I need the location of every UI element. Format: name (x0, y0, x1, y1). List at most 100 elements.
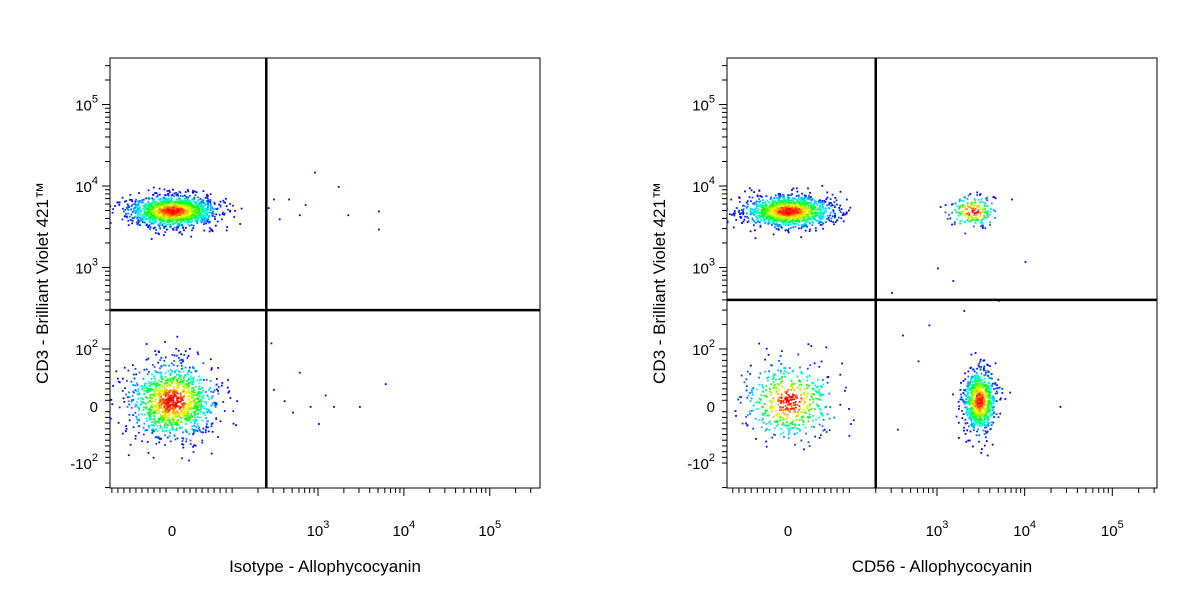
event-dot (823, 200, 825, 202)
event-dot (752, 387, 754, 389)
event-dot (157, 393, 159, 395)
event-dot (183, 379, 185, 381)
event-dot (126, 216, 128, 218)
x-tick-label: 103 (307, 519, 330, 540)
event-dot (219, 214, 221, 216)
event-dot (974, 379, 976, 381)
event-dot (131, 214, 133, 216)
event-dot (150, 394, 152, 396)
event-dot (185, 429, 187, 431)
event-dot (148, 427, 150, 429)
event-dot (781, 417, 783, 419)
event-dot (122, 433, 124, 435)
event-dot (188, 370, 190, 372)
event-dot (168, 395, 170, 397)
event-dot (964, 419, 966, 421)
event-dot (726, 208, 728, 210)
event-dot (183, 371, 185, 373)
event-dot (202, 205, 204, 207)
event-dot (131, 407, 133, 409)
event-dot (192, 378, 194, 380)
event-dot (187, 410, 189, 412)
event-dot (778, 384, 780, 386)
event-dot (168, 190, 170, 192)
event-dot (746, 378, 748, 380)
event-dot (765, 202, 767, 204)
event-dot (207, 204, 209, 206)
event-dot (193, 389, 195, 391)
event-dot (200, 198, 202, 200)
event-dot (958, 405, 960, 407)
event-dot (752, 219, 754, 221)
event-dot (789, 206, 791, 208)
event-dot (787, 208, 789, 210)
event-dot (821, 212, 823, 214)
event-dot (742, 212, 744, 214)
event-dot (114, 205, 116, 207)
event-dot (791, 423, 793, 425)
event-dot (761, 196, 763, 198)
event-dot (975, 352, 977, 354)
event-dot (808, 343, 810, 345)
event-dot (174, 394, 176, 396)
event-dot (119, 407, 121, 409)
event-dot (126, 207, 128, 209)
event-dot (137, 208, 139, 210)
event-dot (808, 195, 810, 197)
event-dot (772, 397, 774, 399)
event-dot (138, 210, 140, 212)
event-dot (785, 219, 787, 221)
event-dot (181, 365, 183, 367)
event-dot (146, 212, 148, 214)
event-dot (796, 397, 798, 399)
event-dot (157, 430, 159, 432)
event-dot (144, 213, 146, 215)
event-dot (802, 424, 804, 426)
event-dot (774, 226, 776, 228)
event-dot (122, 378, 124, 380)
event-dot (818, 417, 820, 419)
event-dot (201, 442, 203, 444)
event-dot (197, 394, 199, 396)
event-dot (141, 403, 143, 405)
event-dot (110, 222, 112, 224)
event-dot (185, 210, 187, 212)
event-dot (760, 204, 762, 206)
event-dot (965, 441, 967, 443)
event-dot (132, 220, 134, 222)
event-dot (143, 387, 145, 389)
event-dot (192, 199, 194, 201)
event-dot (159, 226, 161, 228)
y-tick-label: -102 (70, 452, 98, 473)
event-dot (966, 430, 968, 432)
event-dot (166, 430, 168, 432)
event-dot (160, 373, 162, 375)
event-dot (833, 211, 835, 213)
event-dot (766, 348, 768, 350)
event-dot (788, 389, 790, 391)
event-dot (133, 374, 135, 376)
event-dot (771, 410, 773, 412)
event-dot (161, 415, 163, 417)
event-dot (1009, 392, 1011, 394)
event-dot (194, 217, 196, 219)
event-dot (758, 201, 760, 203)
event-dot (203, 401, 205, 403)
event-dot (809, 197, 811, 199)
event-dot (164, 383, 166, 385)
event-dot (154, 212, 156, 214)
event-dot (173, 360, 175, 362)
event-dot (800, 236, 802, 238)
event-dot (196, 402, 198, 404)
event-dot (778, 360, 780, 362)
event-dot (183, 229, 185, 231)
event-dot (167, 212, 169, 214)
event-dot (790, 202, 792, 204)
event-dot (780, 363, 782, 365)
event-dot (188, 225, 190, 227)
event-dot (804, 197, 806, 199)
event-dot (128, 404, 130, 406)
event-dot (146, 418, 148, 420)
event-dot (163, 364, 165, 366)
event-dot (160, 418, 162, 420)
